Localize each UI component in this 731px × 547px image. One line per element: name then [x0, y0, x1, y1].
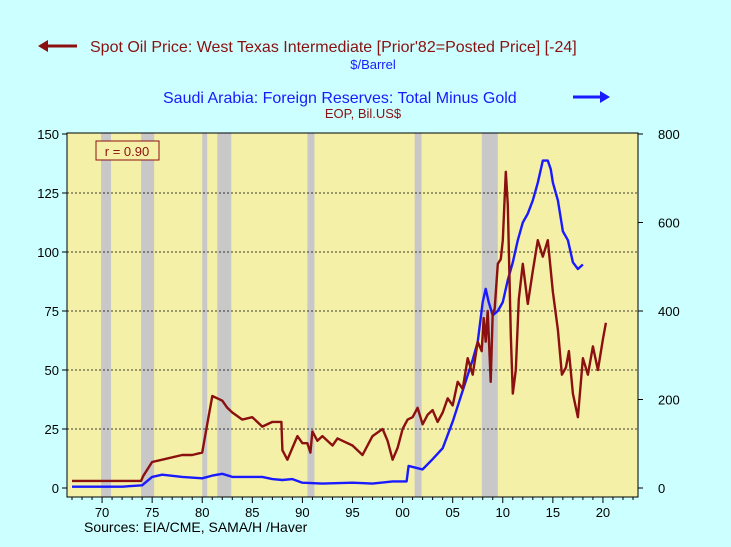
y-right-axis: 0 200 400 600 800: [638, 127, 680, 496]
recession-bands: [101, 133, 498, 497]
correlation-annotation: r = 0.90: [95, 140, 160, 161]
y-left-tick-label-0: 0: [52, 481, 59, 496]
x-tick-label-2015: 15: [546, 505, 560, 520]
legend-oil-arrow-head: [38, 40, 48, 52]
y-left-tick-label-100: 100: [37, 245, 59, 260]
y-right-tick-label-800: 800: [658, 127, 680, 142]
reserves-line: [72, 159, 584, 488]
x-axis: 70 75 80 85 90 95 00 05 10 15 20: [71, 497, 634, 520]
x-tick-label-1975: 75: [145, 505, 159, 520]
reserves-series: [72, 159, 584, 488]
x-tick-label-1990: 90: [295, 505, 309, 520]
y-left-tick-label-150: 150: [37, 127, 59, 142]
recession-band-0: [101, 133, 112, 497]
x-tick-label-1995: 95: [345, 505, 359, 520]
correlation-label: r = 0.90: [105, 144, 149, 159]
recession-band-4: [307, 133, 315, 497]
x-tick-label-2005: 05: [445, 505, 459, 520]
legend-oil: Spot Oil Price: West Texas Intermediate …: [38, 39, 577, 72]
recession-band-3: [217, 133, 232, 497]
x-tick-label-2000: 00: [395, 505, 409, 520]
oil-price-line: [72, 170, 608, 483]
y-right-tick-label-0: 0: [658, 481, 665, 496]
x-tick-label-1985: 85: [245, 505, 259, 520]
legend-reserves-title: Saudi Arabia: Foreign Reserves: Total Mi…: [163, 90, 517, 107]
recession-band-2: [202, 133, 208, 497]
x-tick-label-2010: 10: [496, 505, 510, 520]
oil-series: [72, 170, 608, 483]
correlation-box: [95, 140, 160, 161]
y-left-tick-label-75: 75: [45, 304, 59, 319]
legend-oil-title: Spot Oil Price: West Texas Intermediate …: [90, 39, 577, 56]
x-tick-label-1970: 70: [95, 505, 109, 520]
source-note: Sources: EIA/CME, SAMA/H /Haver: [84, 519, 308, 535]
y-right-tick-label-200: 200: [658, 393, 680, 408]
y-left-tick-label-25: 25: [45, 422, 59, 437]
recession-band-1: [141, 133, 155, 497]
legend-reserves: Saudi Arabia: Foreign Reserves: Total Mi…: [163, 90, 610, 121]
recession-band-6: [481, 133, 498, 497]
y-left-axis: 0 25 50 75 100 125 150: [37, 127, 67, 496]
x-tick-label-2020: 20: [596, 505, 610, 520]
y-left-tick-label-50: 50: [45, 363, 59, 378]
recession-band-5: [414, 133, 422, 497]
legend-oil-unit: $/Barrel: [350, 57, 396, 72]
legend-reserves-arrow-head: [600, 91, 610, 103]
grid-lines: [67, 192, 638, 430]
x-tick-label-1980: 80: [195, 505, 209, 520]
legend-reserves-unit: EOP, Bil.US$: [325, 106, 402, 121]
y-right-tick-label-600: 600: [658, 216, 680, 231]
y-right-tick-label-400: 400: [658, 304, 680, 319]
y-left-tick-label-125: 125: [37, 186, 59, 201]
